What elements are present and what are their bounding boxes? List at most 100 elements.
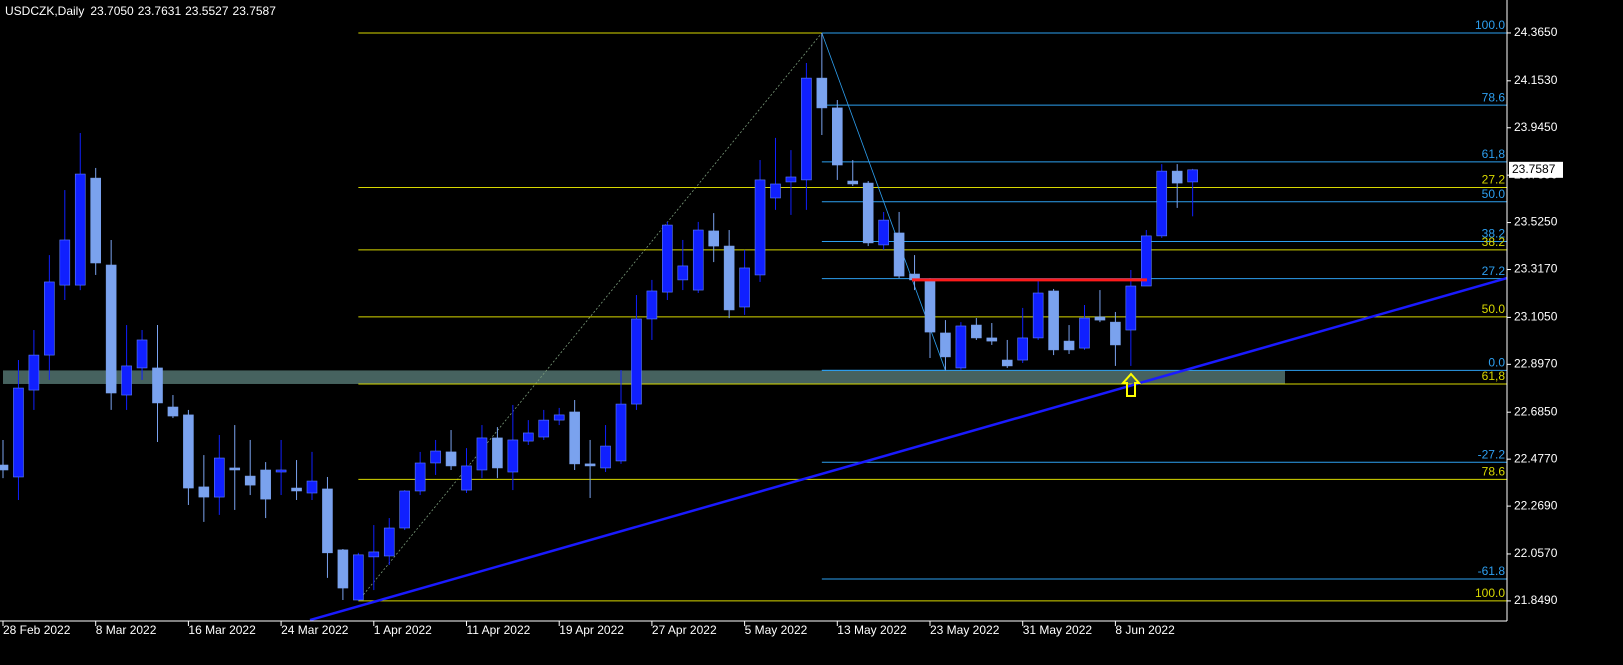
- candle-body: [770, 183, 781, 199]
- trend-line: [309, 276, 1508, 622]
- header-title: USDCZK,Daily: [5, 4, 84, 18]
- fib-level-label: 27.2: [1482, 264, 1506, 278]
- mid-layer: [309, 276, 1508, 622]
- candle-body: [662, 224, 673, 293]
- candle-body: [74, 173, 86, 286]
- candle-body: [383, 527, 395, 557]
- candle-body: [152, 367, 163, 404]
- candle-body: [0, 464, 9, 471]
- candle-body: [445, 451, 457, 467]
- current-price-label: 23.7587: [1512, 162, 1556, 176]
- y-tick-label: 23.1050: [1514, 310, 1558, 324]
- candle-body: [723, 245, 735, 311]
- candle-body: [1094, 316, 1106, 321]
- fib-level-label: -27.2: [1478, 447, 1506, 461]
- header-low: 23.5527: [185, 4, 229, 18]
- x-tick-label: 11 Apr 2022: [467, 623, 531, 637]
- candle-body: [1032, 292, 1044, 339]
- candle-body: [353, 554, 364, 601]
- header-open: 23.7050: [90, 4, 134, 18]
- candle-body: [337, 549, 349, 589]
- candle-body: [553, 414, 565, 421]
- zone-band: [3, 370, 1285, 384]
- x-tick-label: 19 Apr 2022: [559, 623, 624, 637]
- fib-level-label: -61.8: [1478, 564, 1506, 578]
- x-tick-label: 1 Apr 2022: [374, 623, 432, 637]
- candle-body: [90, 177, 101, 264]
- candle-body: [971, 324, 982, 339]
- candle-body: [986, 337, 998, 342]
- candle-body: [831, 107, 843, 166]
- y-tick-label: 23.9450: [1514, 120, 1558, 134]
- y-tick-label: 24.1530: [1514, 73, 1558, 87]
- fib-level-label: 38.2: [1482, 227, 1506, 241]
- candle-body: [615, 403, 627, 462]
- candle-body: [492, 437, 503, 469]
- candle-body: [399, 490, 411, 529]
- candle-body: [801, 77, 812, 181]
- candle-body: [708, 230, 720, 247]
- candle-body: [430, 450, 441, 464]
- fib-level-label: 27.2: [1482, 173, 1506, 187]
- candle-body: [476, 437, 488, 471]
- candle-body: [847, 180, 859, 185]
- x-tick-label: 28 Feb 2022: [3, 623, 71, 637]
- candle-body: [816, 77, 828, 109]
- arrow-marker: [1120, 372, 1142, 397]
- x-tick-label: 27 Apr 2022: [652, 623, 717, 637]
- candle-body: [646, 290, 658, 320]
- candle-body: [754, 179, 766, 276]
- candle-body: [538, 419, 550, 438]
- candle-body: [569, 411, 580, 465]
- front-layer: 24.365024.153023.945023.735023.525023.31…: [0, 18, 1563, 637]
- candle-body: [1001, 359, 1013, 367]
- candle-body: [198, 486, 210, 498]
- back-layer: [3, 32, 1507, 602]
- candle-body: [414, 462, 426, 492]
- x-tick-label: 8 Jun 2022: [1115, 623, 1175, 637]
- candle-body: [522, 432, 534, 442]
- current-price-box: [1509, 161, 1563, 178]
- candle-body: [1156, 170, 1168, 237]
- candle-body: [1017, 337, 1029, 361]
- candle-body: [955, 325, 967, 369]
- candle-body: [677, 265, 689, 281]
- header-close: 23.7587: [233, 4, 277, 18]
- candle-body: [461, 465, 472, 491]
- candle-body: [183, 414, 194, 489]
- y-tick-label: 22.2690: [1514, 498, 1558, 512]
- candle-body: [878, 219, 889, 246]
- candle-body: [584, 463, 596, 467]
- candle-body: [1187, 169, 1198, 183]
- fib-level-label: 61,8: [1482, 369, 1506, 383]
- fib-level-label: 50.0: [1482, 302, 1506, 316]
- candle-body: [260, 469, 271, 500]
- candle-body: [306, 480, 318, 494]
- y-tick-label: 22.8970: [1514, 357, 1558, 371]
- candle-body: [600, 445, 611, 469]
- candle-body: [13, 387, 24, 478]
- y-tick-label: 22.4770: [1514, 451, 1558, 465]
- candle-body: [631, 318, 642, 405]
- candle-body: [167, 406, 179, 417]
- x-tick-label: 31 May 2022: [1023, 623, 1093, 637]
- y-tick-label: 24.3650: [1514, 25, 1558, 39]
- candle-body: [291, 487, 302, 492]
- x-tick-label: 8 Mar 2022: [96, 623, 157, 637]
- fib-level-label: 61,8: [1482, 147, 1506, 161]
- fib-level-label: 78.6: [1482, 465, 1506, 479]
- y-tick-label: 22.0570: [1514, 546, 1558, 560]
- candle-body: [1079, 317, 1090, 349]
- x-tick-label: 24 Mar 2022: [281, 623, 349, 637]
- x-tick-label: 16 Mar 2022: [188, 623, 256, 637]
- candle-body: [507, 439, 519, 473]
- candle-body: [785, 176, 797, 183]
- candle-body: [1125, 285, 1137, 331]
- candle-body: [229, 467, 241, 471]
- fib-level-label: 38.2: [1482, 235, 1506, 249]
- fib-level-label: 100.0: [1475, 586, 1505, 600]
- y-tick-label: 23.5250: [1514, 215, 1558, 229]
- candle-body: [1048, 290, 1059, 351]
- chart-header: USDCZK,Daily 23.7050 23.7631 23.5527 23.7587: [5, 4, 276, 18]
